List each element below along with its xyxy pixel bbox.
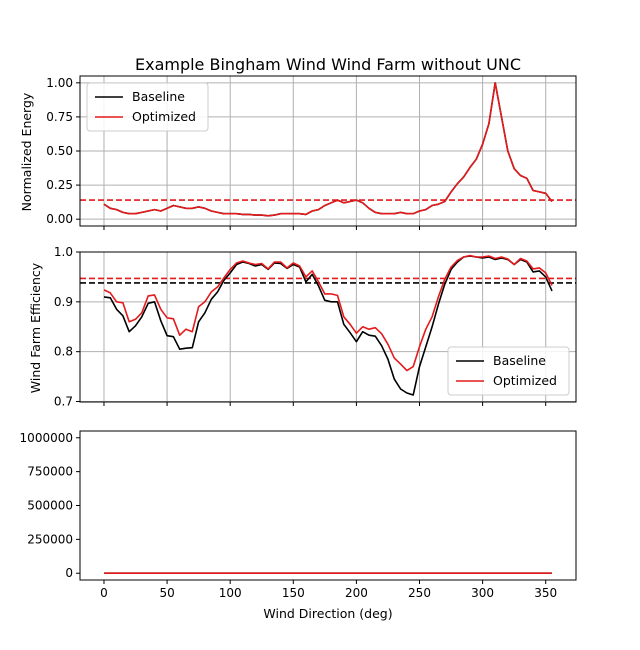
figure-title: Example Bingham Wind Wind Farm without U…: [135, 55, 521, 74]
third-y-tick-label: 1000000: [20, 431, 73, 445]
energy-series-optimized: [103, 82, 553, 217]
efficiency-legend-label-optimized: Optimized: [493, 373, 557, 388]
energy-y-tick-label: 0.75: [46, 110, 73, 124]
third-y-tick-label: 0: [65, 566, 73, 580]
energy-ylabel: Normalized Energy: [19, 92, 34, 211]
efficiency-legend-label-baseline: Baseline: [493, 353, 546, 368]
efficiency-legend: Baseline Optimized: [447, 346, 570, 396]
third-y-tick-label: 500000: [27, 499, 73, 513]
energy-y-tick-label: 0.25: [46, 178, 73, 192]
third-x-tick-label: 300: [471, 586, 494, 600]
energy-y-tick-label: 0.50: [46, 144, 73, 158]
efficiency-panel: Wind Farm Efficiency 0.7 0.8 0.9 1.0 Baselin…: [28, 245, 577, 409]
third-x-tick-label: 0: [100, 586, 108, 600]
efficiency-y-tick-label: 1.0: [54, 245, 73, 259]
efficiency-ylabel: Wind Farm Efficiency: [28, 262, 43, 393]
third-x-tick-label: 50: [159, 586, 174, 600]
energy-legend-box: [86, 82, 209, 132]
third-x-tick-label: 350: [534, 586, 557, 600]
third-x-tick-label: 200: [345, 586, 368, 600]
efficiency-legend-box: [447, 346, 570, 396]
efficiency-series-optimized: [103, 254, 553, 372]
efficiency-y-tick-label: 0.7: [54, 395, 73, 409]
energy-y-tick-label: 0.00: [46, 212, 73, 226]
energy-panel: Normalized Energy 0.00 0.25 0.50 0.75 1.00 Ba…: [19, 75, 577, 230]
energy-legend: Baseline Optimized: [86, 82, 209, 132]
third-x-tick-label: 250: [408, 586, 431, 600]
third-y-tick-label: 250000: [27, 532, 73, 546]
energy-legend-label-baseline: Baseline: [132, 89, 185, 104]
third-x-tick-label: 100: [219, 586, 242, 600]
efficiency-y-tick-label: 0.9: [54, 295, 73, 309]
third-axes-frame: [79, 430, 577, 581]
third-panel: 0 50 100 150 200 250 300 350 0 250000 500000 750000…: [20, 430, 577, 600]
third-x-tick-label: 150: [282, 586, 305, 600]
third-y-tick-label: 750000: [27, 465, 73, 479]
efficiency-axes-frame: [79, 251, 577, 403]
x-axis-label: Wind Direction (deg): [263, 606, 392, 621]
efficiency-y-tick-label: 0.8: [54, 345, 73, 359]
energy-legend-label-optimized: Optimized: [132, 109, 196, 124]
energy-y-tick-label: 1.00: [46, 76, 73, 90]
